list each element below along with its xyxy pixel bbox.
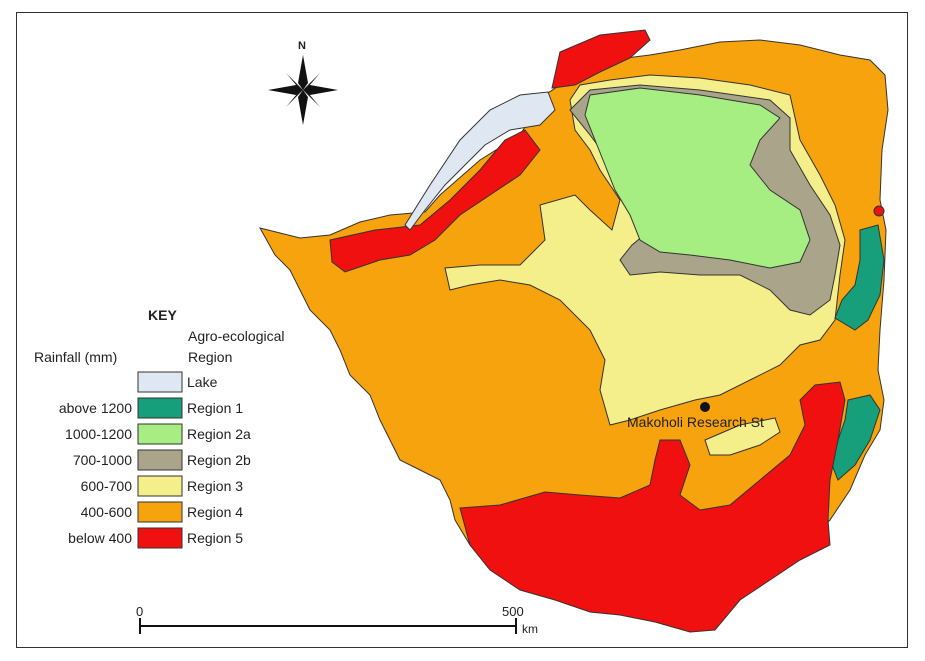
- key-rainfall-label: 600-700: [81, 478, 133, 494]
- lake-kariba: [404, 91, 556, 231]
- key-region-label: Lake: [187, 374, 218, 390]
- key-row: below 400 Region 5: [68, 527, 243, 549]
- key-swatch: [137, 397, 183, 419]
- key-rainfall-label: below 400: [68, 530, 132, 546]
- scale-unit-label: km: [522, 622, 538, 636]
- key-row: 600-700 Region 3: [81, 475, 243, 497]
- key-col2-header-line2: Region: [188, 349, 232, 365]
- region-5-north: [551, 29, 651, 89]
- region-5-south: [459, 381, 846, 633]
- key-row: Lake: [137, 371, 218, 393]
- key-region-label: Region 2b: [187, 452, 251, 468]
- key-swatch: [137, 475, 183, 497]
- key-swatch: [137, 371, 183, 393]
- key-title: KEY: [148, 307, 177, 323]
- region-1-southeast: [831, 394, 881, 481]
- key-swatch: [137, 501, 183, 523]
- key-rainfall-label: 1000-1200: [65, 426, 132, 442]
- key-rows: Lake above 1200 Region 1 1000-1200 Region 2a…: [59, 371, 251, 549]
- key-row: 700-1000 Region 2b: [73, 449, 251, 471]
- region-1-east: [834, 224, 885, 331]
- key-region-label: Region 1: [187, 400, 243, 416]
- key-region-label: Region 2a: [187, 426, 251, 442]
- key-region-label: Region 3: [187, 478, 243, 494]
- map-frame: [16, 12, 908, 648]
- key-swatch: [137, 449, 183, 471]
- region-5-dot: [873, 205, 885, 217]
- research-station-marker: [700, 402, 710, 412]
- key-row: 400-600 Region 4: [81, 501, 243, 523]
- key-swatch: [137, 423, 183, 445]
- region-3-patch: [704, 417, 781, 456]
- key-rainfall-label: 400-600: [81, 504, 133, 520]
- key-region-label: Region 4: [187, 504, 243, 520]
- scale-end-label: 500: [502, 604, 524, 619]
- region-2a-area: [584, 87, 811, 269]
- key-row: above 1200 Region 1: [59, 397, 243, 419]
- research-station-label: Makoholi Research St: [627, 414, 764, 430]
- key-rainfall-label: 700-1000: [73, 452, 132, 468]
- key-col1-header: Rainfall (mm): [34, 349, 117, 365]
- scale-bar: [139, 618, 517, 634]
- key-region-label: Region 5: [187, 530, 243, 546]
- key-row: 1000-1200 Region 2a: [65, 423, 251, 445]
- region-5-northwest: [329, 129, 541, 273]
- scale-start-label: 0: [136, 604, 143, 619]
- key-rainfall-label: above 1200: [59, 400, 132, 416]
- key-col2-header-line1: Agro-ecological: [188, 328, 285, 344]
- north-arrow-icon: [268, 55, 338, 125]
- key-swatch: [137, 527, 183, 549]
- north-label: N: [298, 40, 306, 52]
